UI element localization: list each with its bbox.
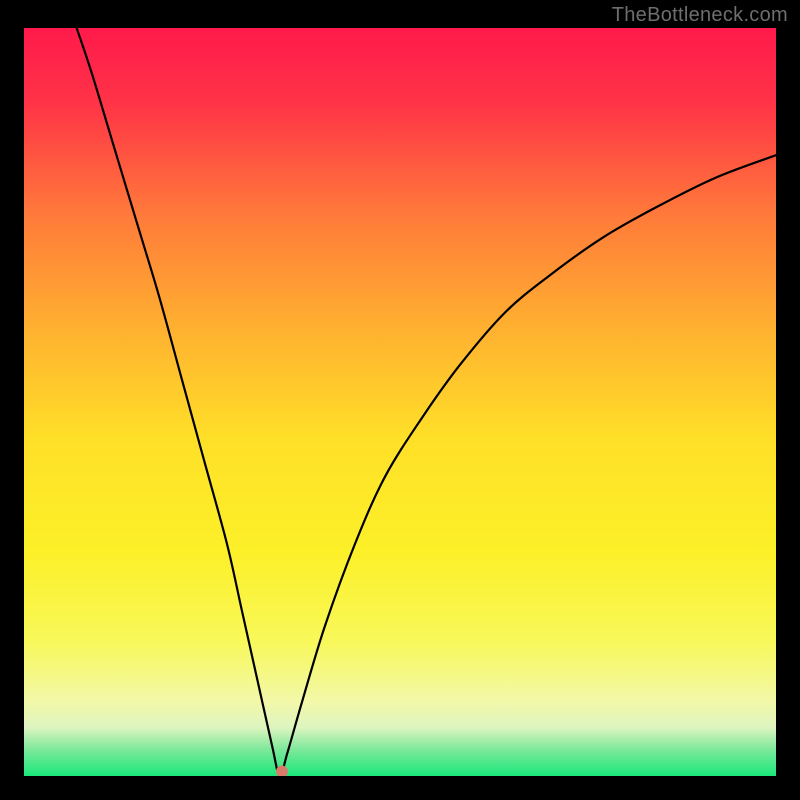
watermark-text: TheBottleneck.com xyxy=(612,4,788,27)
chart-container: TheBottleneck.com xyxy=(0,0,800,800)
plot-area xyxy=(24,28,776,776)
chart-svg xyxy=(24,28,776,776)
gradient-background xyxy=(24,28,776,776)
